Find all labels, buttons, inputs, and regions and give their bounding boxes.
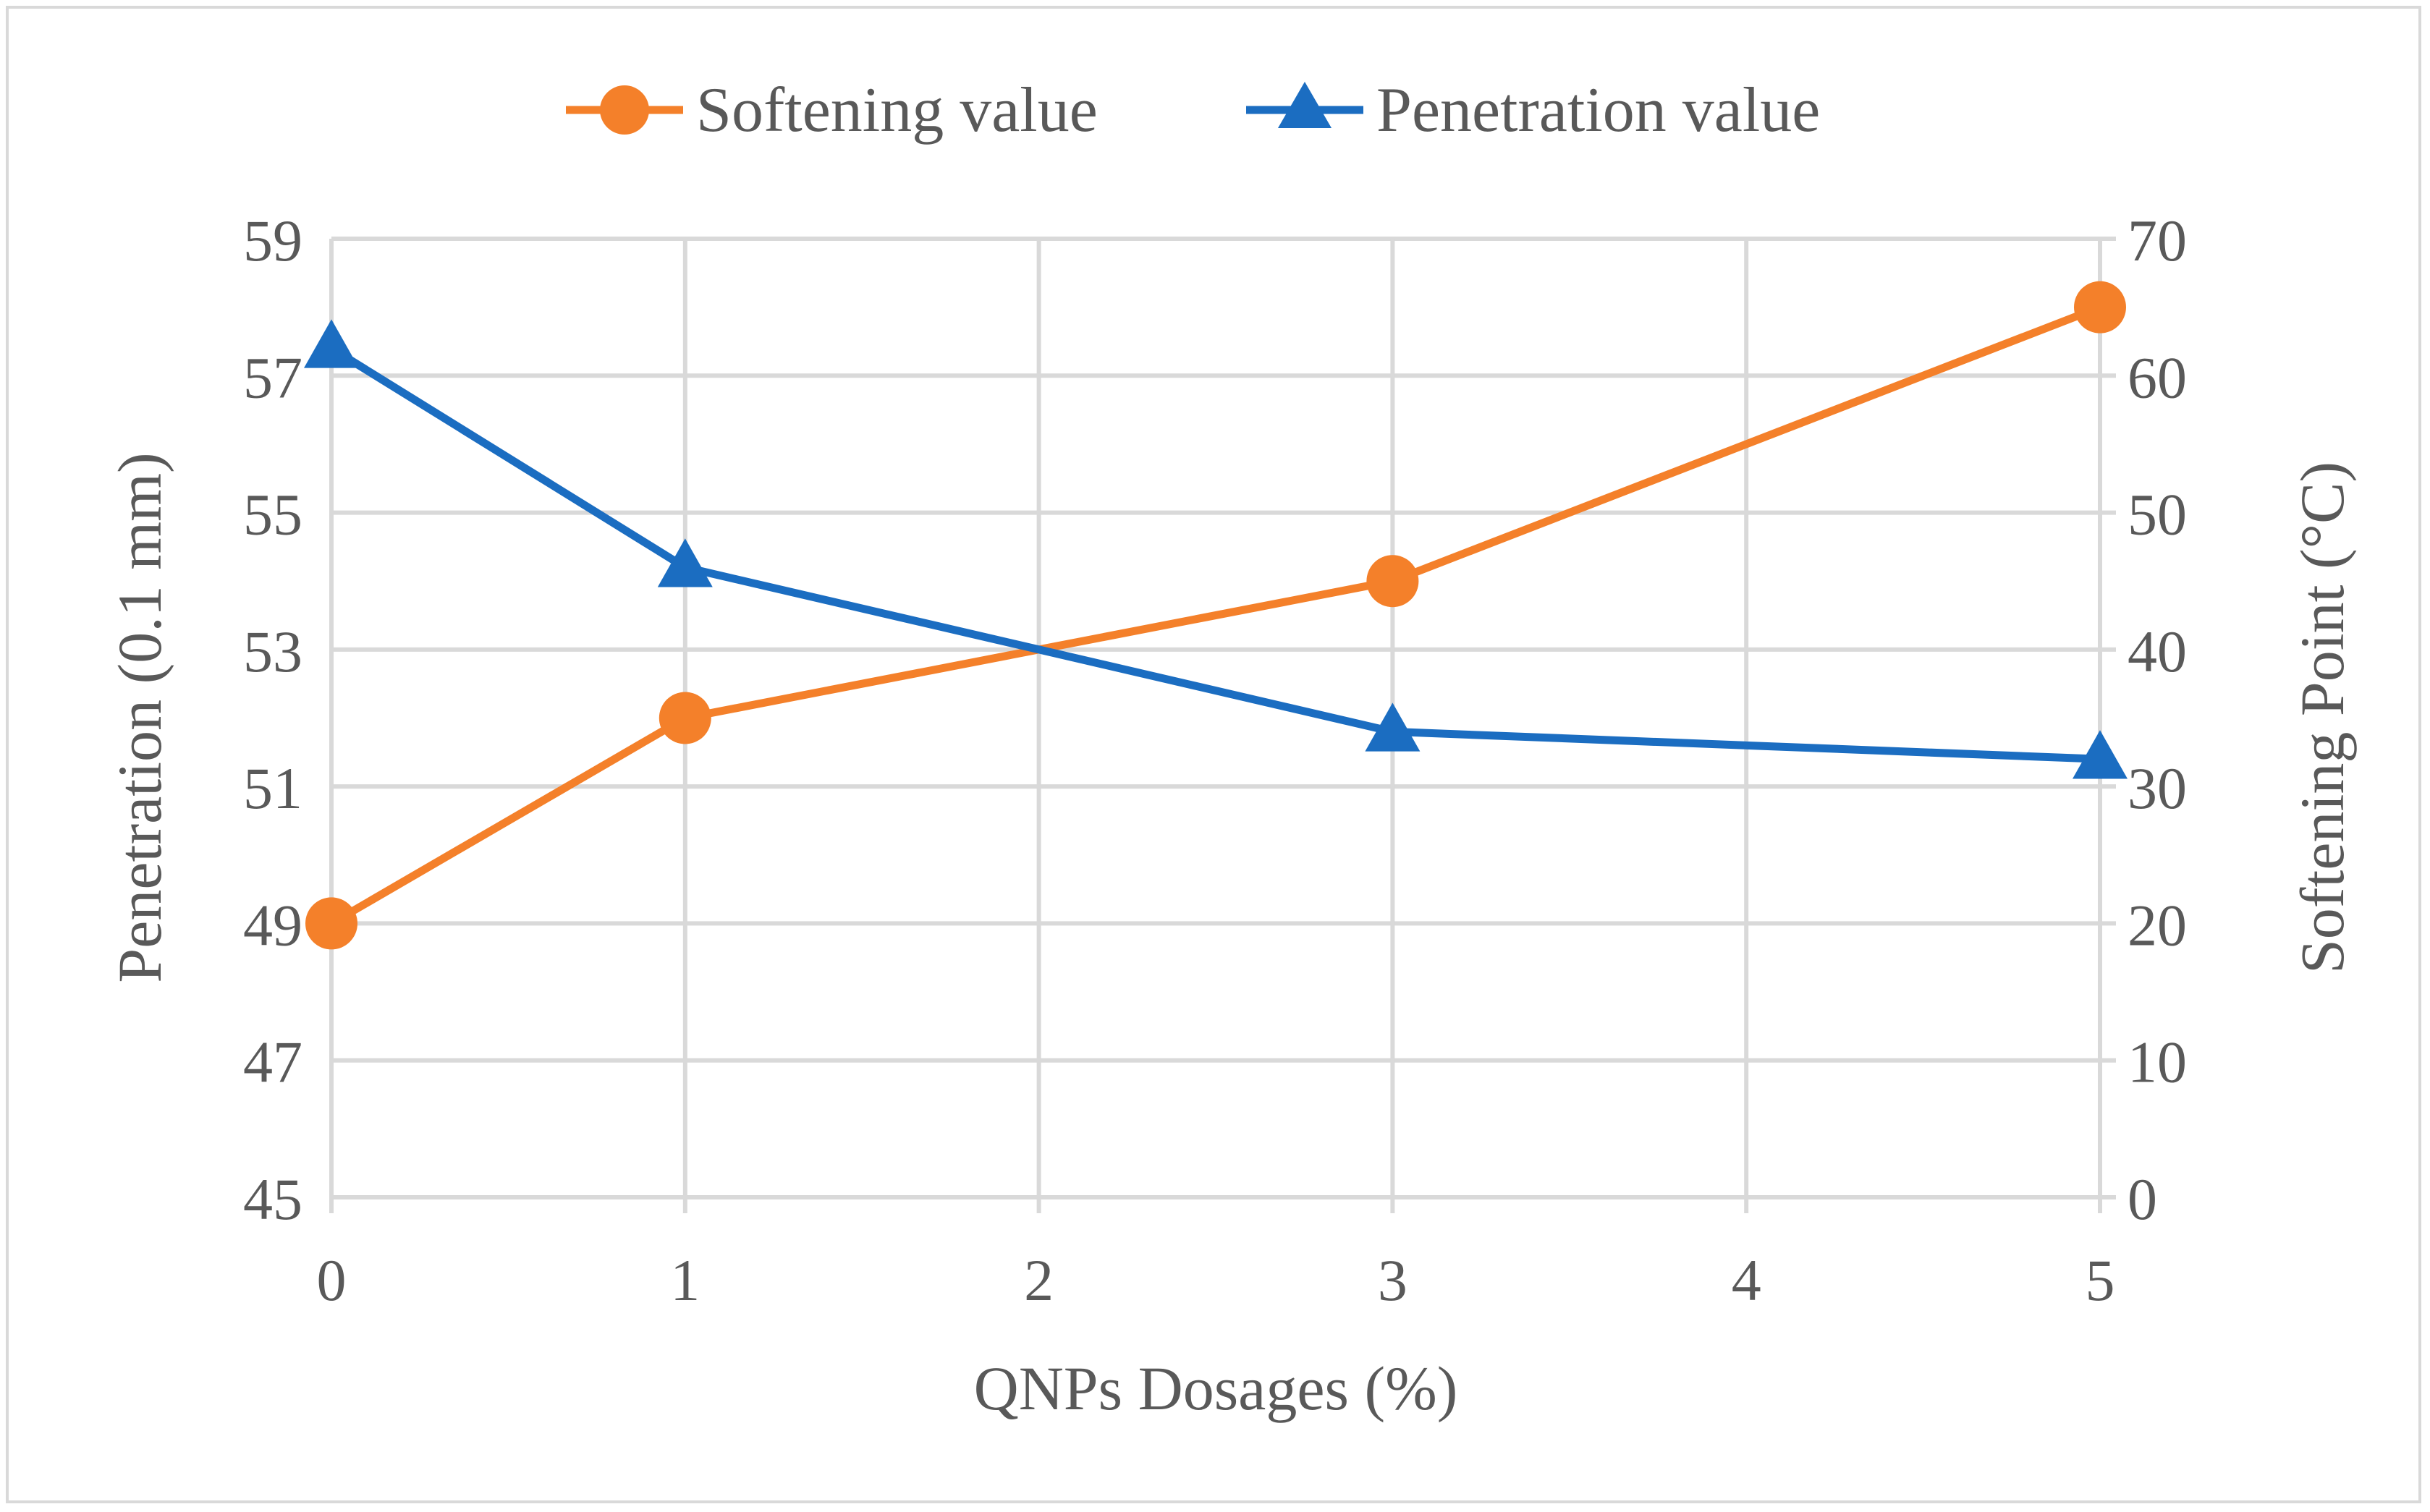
series	[304, 281, 2128, 950]
legend-marker-circle	[600, 85, 649, 135]
y-right-tick-label: 10	[2128, 1029, 2187, 1095]
y-left-tick-label: 57	[243, 344, 302, 410]
x-tick-label: 0	[317, 1247, 347, 1313]
data-point-circle	[2074, 281, 2126, 334]
y-right-tick-label: 50	[2128, 482, 2187, 548]
x-tick-label: 3	[1378, 1247, 1407, 1313]
y-right-tick-label: 20	[2128, 892, 2187, 958]
y-right-tick-label: 40	[2128, 619, 2187, 684]
x-tick-label: 5	[2086, 1247, 2115, 1313]
y-right-tick-label: 30	[2128, 755, 2187, 821]
x-tick-label: 4	[1732, 1247, 1761, 1313]
data-point-circle	[659, 692, 711, 744]
y-left-tick-label: 45	[243, 1166, 302, 1232]
y-right-tick-label: 60	[2128, 344, 2187, 410]
legend-label: Penetration value	[1376, 75, 1820, 145]
y-left-tick-label: 49	[243, 892, 302, 958]
data-point-triangle	[2073, 730, 2128, 779]
series-line-0	[329, 303, 2101, 927]
data-point-triangle	[304, 319, 359, 368]
y-left-tick-label: 53	[243, 619, 302, 684]
legend-marker-triangle	[1278, 82, 1332, 128]
y-left-tick-label: 55	[243, 482, 302, 548]
x-axis-title: QNPs Dosages (%)	[974, 1354, 1458, 1423]
series-line-1	[329, 344, 2101, 763]
y-right-tick-label: 70	[2128, 208, 2187, 273]
y-left-tick-label: 59	[243, 208, 302, 273]
x-tick-label: 2	[1024, 1247, 1054, 1313]
legend-item-softening: Softening value	[566, 75, 1098, 145]
legend-item-penetration: Penetration value	[1246, 75, 1820, 145]
y-left-axis-title: Penetration (0.1 mm)	[105, 452, 174, 982]
y-left-tick-label: 51	[243, 755, 302, 821]
data-point-circle	[305, 897, 357, 950]
legend-label: Softening value	[696, 75, 1098, 145]
legend: Softening value Penetration value	[566, 75, 1820, 145]
x-tick-label: 1	[670, 1247, 700, 1313]
y-left-tick-label: 47	[243, 1029, 302, 1095]
gridlines	[331, 237, 2100, 1197]
y-right-tick-label: 0	[2128, 1166, 2157, 1232]
data-point-circle	[1366, 555, 1419, 608]
axes	[329, 237, 2116, 1213]
data-point-triangle	[1365, 702, 1421, 752]
data-point-triangle	[657, 538, 713, 587]
y-right-axis-title: Softening Point (°C)	[2287, 462, 2357, 974]
